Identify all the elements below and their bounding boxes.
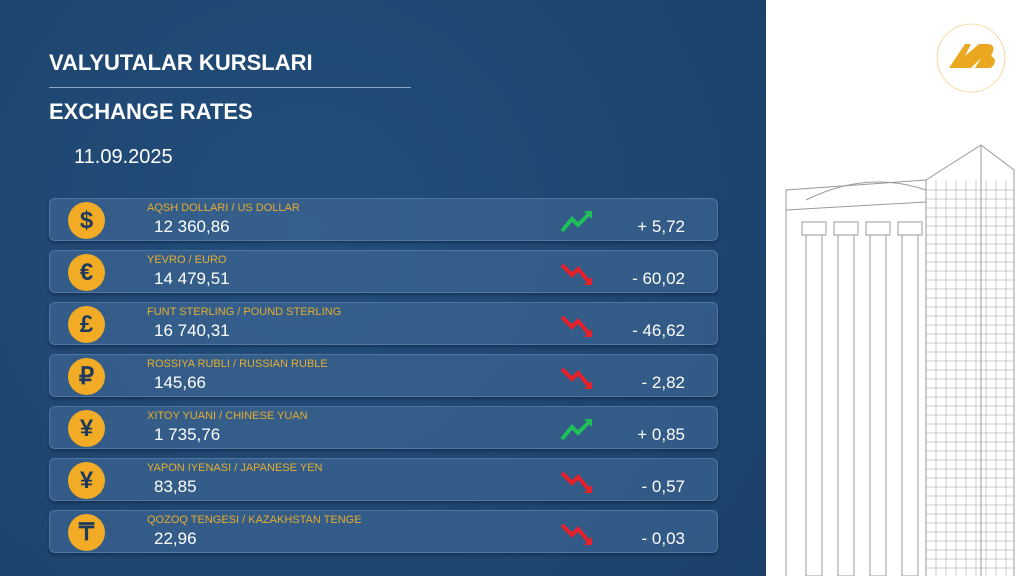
currency-label: ROSSIYA RUBLI / RUSSIAN RUBLE bbox=[147, 358, 328, 370]
currency-coin-icon: $ bbox=[68, 202, 105, 239]
rate-value: 14 479,51 bbox=[154, 269, 230, 288]
trend-down-icon bbox=[560, 367, 592, 389]
rate-value: 1 735,76 bbox=[154, 425, 221, 444]
rate-value: 16 740,31 bbox=[154, 321, 230, 340]
rate-change: - 2,82 bbox=[641, 373, 685, 392]
currency-label: YEVRO / EURO bbox=[147, 254, 227, 266]
currency-coin-icon: ¥ bbox=[68, 410, 105, 447]
currency-coin-icon: ₽ bbox=[68, 358, 105, 395]
rate-value: 22,96 bbox=[154, 529, 197, 548]
currency-label: FUNT STERLING / POUND STERLING bbox=[147, 306, 342, 318]
title-en: EXCHANGE RATES bbox=[49, 99, 253, 124]
divider bbox=[49, 87, 411, 88]
currency-label: YAPON IYENASI / JAPANESE YEN bbox=[147, 462, 323, 474]
rate-row: ₸ QOZOQ TENGESI / KAZAKHSTAN TENGE 22,96… bbox=[49, 510, 718, 553]
rate-row: $ AQSH DOLLARI / US DOLLAR 12 360,86 + 5… bbox=[49, 198, 718, 241]
rate-row: € YEVRO / EURO 14 479,51 - 60,02 bbox=[49, 250, 718, 293]
rate-change: - 60,02 bbox=[632, 269, 685, 288]
central-bank-logo bbox=[936, 23, 1006, 93]
bank-building-illustration bbox=[785, 144, 1015, 576]
date: 11.09.2025 bbox=[74, 146, 173, 168]
currency-coin-icon: £ bbox=[68, 306, 105, 343]
trend-down-icon bbox=[560, 523, 592, 545]
trend-down-icon bbox=[560, 315, 592, 337]
rate-change: - 46,62 bbox=[632, 321, 685, 340]
trend-down-icon bbox=[560, 471, 592, 493]
rates-panel: VALYUTALAR KURSLARI EXCHANGE RATES 11.09… bbox=[0, 0, 766, 576]
currency-label: QOZOQ TENGESI / KAZAKHSTAN TENGE bbox=[147, 514, 362, 526]
rate-value: 12 360,86 bbox=[154, 217, 230, 236]
rate-value: 83,85 bbox=[154, 477, 197, 496]
trend-up-icon bbox=[560, 419, 592, 441]
rate-row: ¥ XITOY YUANI / CHINESE YUAN 1 735,76 + … bbox=[49, 406, 718, 449]
currency-label: XITOY YUANI / CHINESE YUAN bbox=[147, 410, 308, 422]
currency-coin-icon: ₸ bbox=[68, 514, 105, 551]
title-uz: VALYUTALAR KURSLARI bbox=[49, 50, 313, 75]
rate-row: £ FUNT STERLING / POUND STERLING 16 740,… bbox=[49, 302, 718, 345]
currency-coin-icon: ¥ bbox=[68, 462, 105, 499]
rate-change: - 0,03 bbox=[641, 529, 685, 548]
rate-change: + 5,72 bbox=[637, 217, 685, 236]
rate-value: 145,66 bbox=[154, 373, 206, 392]
trend-up-icon bbox=[560, 211, 592, 233]
rate-change: - 0,57 bbox=[641, 477, 685, 496]
rate-change: + 0,85 bbox=[637, 425, 685, 444]
trend-down-icon bbox=[560, 263, 592, 285]
currency-label: AQSH DOLLARI / US DOLLAR bbox=[147, 202, 300, 214]
rate-row: ₽ ROSSIYA RUBLI / RUSSIAN RUBLE 145,66 -… bbox=[49, 354, 718, 397]
currency-coin-icon: € bbox=[68, 254, 105, 291]
rate-row: ¥ YAPON IYENASI / JAPANESE YEN 83,85 - 0… bbox=[49, 458, 718, 501]
